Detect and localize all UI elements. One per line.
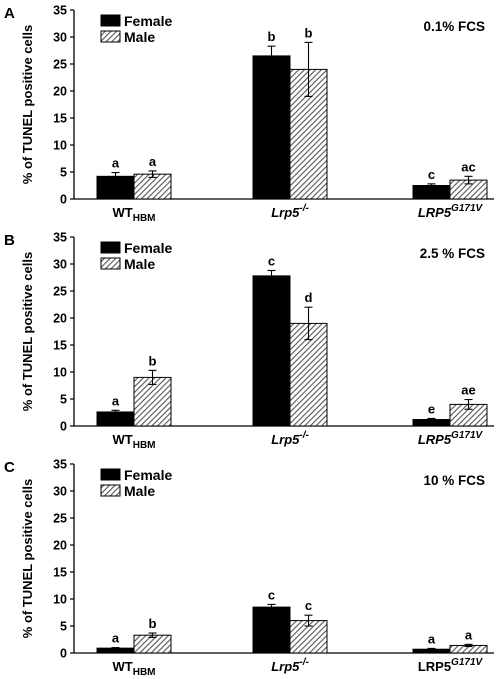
condition-label: 0.1% FCS bbox=[423, 19, 485, 34]
y-tick-label: 10 bbox=[53, 139, 67, 153]
significance-letter: c bbox=[268, 587, 275, 602]
error-bar bbox=[304, 306, 313, 341]
y-tick-label: 20 bbox=[53, 312, 67, 326]
legend-label-female: Female bbox=[124, 240, 172, 256]
y-tick-label: 10 bbox=[53, 366, 67, 380]
panel-b: B % of TUNEL positive cells 0 5 10 15 20 25 30 35… bbox=[4, 231, 494, 451]
legend-swatch-male bbox=[100, 257, 121, 270]
category-label: LRP5G171V bbox=[418, 657, 484, 674]
legend-swatch-female bbox=[100, 468, 121, 481]
error-bar bbox=[427, 183, 436, 188]
error-bar bbox=[148, 369, 157, 385]
significance-letter: a bbox=[465, 627, 473, 642]
error-bar bbox=[111, 171, 120, 181]
error-bar bbox=[304, 41, 313, 97]
y-tick-label: 20 bbox=[53, 85, 67, 99]
bar-female bbox=[252, 275, 291, 427]
significance-letter: b bbox=[268, 29, 276, 44]
y-tick-label: 0 bbox=[60, 420, 67, 434]
significance-letter: d bbox=[305, 290, 313, 305]
error-bar bbox=[267, 269, 276, 282]
error-bar bbox=[267, 45, 276, 67]
y-tick-label: 35 bbox=[53, 231, 67, 245]
category-label: Lrp5-/- bbox=[271, 430, 309, 447]
error-bar bbox=[148, 170, 157, 178]
y-tick-label: 20 bbox=[53, 539, 67, 553]
category-label: WTHBM bbox=[113, 432, 156, 451]
legend-label-male: Male bbox=[124, 256, 155, 272]
y-tick-label: 5 bbox=[60, 166, 67, 180]
legend-swatch-female bbox=[100, 241, 121, 254]
panel-letter: A bbox=[4, 5, 15, 22]
y-tick-label: 30 bbox=[53, 258, 67, 272]
bar-male bbox=[133, 376, 172, 427]
significance-letter: b bbox=[149, 616, 157, 631]
legend-swatch-male bbox=[100, 484, 121, 497]
significance-letter: a bbox=[112, 156, 120, 171]
legend-label-female: Female bbox=[124, 13, 172, 29]
y-tick-label: 35 bbox=[53, 458, 67, 472]
bar-male bbox=[289, 322, 328, 427]
y-axis-label: % of TUNEL positive cells bbox=[20, 479, 35, 638]
panel-letter: C bbox=[4, 459, 15, 476]
error-bar bbox=[111, 409, 120, 415]
error-bar bbox=[267, 603, 276, 611]
y-tick-label: 0 bbox=[60, 647, 67, 661]
significance-letter: ac bbox=[461, 159, 475, 174]
panel-c: C % of TUNEL positive cells 0 5 10 15 20 25 30 35… bbox=[4, 458, 494, 678]
significance-letter: c bbox=[268, 253, 275, 268]
y-tick-label: 30 bbox=[53, 31, 67, 45]
category-label: LRP5G171V bbox=[418, 430, 484, 447]
y-axis-label: % of TUNEL positive cells bbox=[20, 25, 35, 184]
significance-letter: b bbox=[149, 353, 157, 368]
significance-letter: ae bbox=[461, 383, 475, 398]
y-tick-label: 0 bbox=[60, 193, 67, 207]
significance-letter: c bbox=[428, 167, 435, 182]
y-tick-label: 5 bbox=[60, 393, 67, 407]
y-tick-label: 25 bbox=[53, 285, 67, 299]
bar-female bbox=[252, 55, 291, 200]
category-label: Lrp5-/- bbox=[271, 203, 309, 220]
significance-letter: b bbox=[305, 25, 313, 40]
error-bar bbox=[464, 175, 473, 185]
y-tick-label: 25 bbox=[53, 512, 67, 526]
category-label: WTHBM bbox=[113, 205, 156, 224]
error-bar bbox=[148, 632, 157, 638]
y-axis-label: % of TUNEL positive cells bbox=[20, 252, 35, 411]
bar-female bbox=[252, 606, 291, 654]
category-label: LRP5G171V bbox=[418, 203, 484, 220]
panel-a: A % of TUNEL positive cells 0 5 10 15 20 25 30 35… bbox=[4, 4, 494, 224]
legend-swatch-female bbox=[100, 14, 121, 27]
significance-letter: a bbox=[112, 393, 120, 408]
y-tick-label: 5 bbox=[60, 620, 67, 634]
legend-label-female: Female bbox=[124, 467, 172, 483]
panel-letter: B bbox=[4, 232, 15, 249]
error-bar bbox=[111, 647, 120, 650]
legend-swatch-male bbox=[100, 30, 121, 43]
category-label: Lrp5-/- bbox=[271, 657, 309, 674]
y-tick-label: 30 bbox=[53, 485, 67, 499]
significance-letter: a bbox=[428, 631, 436, 646]
significance-letter: c bbox=[305, 598, 312, 613]
y-tick-label: 10 bbox=[53, 593, 67, 607]
legend-label-male: Male bbox=[124, 483, 155, 499]
y-tick-label: 15 bbox=[53, 112, 67, 126]
error-bar bbox=[464, 398, 473, 410]
y-tick-label: 15 bbox=[53, 339, 67, 353]
error-bar bbox=[304, 614, 313, 627]
y-tick-label: 25 bbox=[53, 58, 67, 72]
condition-label: 10 % FCS bbox=[423, 473, 485, 488]
error-bar bbox=[464, 643, 473, 648]
y-tick-label: 35 bbox=[53, 4, 67, 18]
legend-label-male: Male bbox=[124, 29, 155, 45]
error-bar bbox=[427, 417, 436, 422]
significance-letter: a bbox=[149, 154, 157, 169]
error-bar bbox=[427, 647, 436, 651]
significance-letter: a bbox=[112, 631, 120, 646]
condition-label: 2.5 % FCS bbox=[420, 246, 485, 261]
y-tick-label: 15 bbox=[53, 566, 67, 580]
category-label: WTHBM bbox=[113, 659, 156, 678]
significance-letter: e bbox=[428, 401, 435, 416]
